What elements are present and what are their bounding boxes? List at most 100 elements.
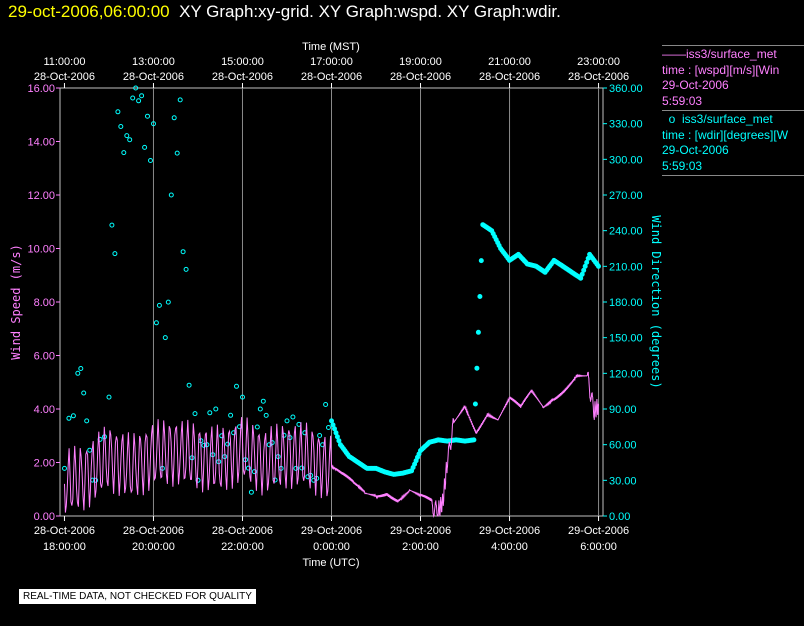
wdir-point	[145, 113, 150, 119]
title-date: 29-oct-2006,06:00:00	[8, 2, 170, 21]
wdir-point	[66, 415, 72, 421]
right-tick-label: 0.00	[609, 511, 630, 523]
right-tick-label: 150.00	[609, 333, 643, 345]
bottom-tick-date: 28-Oct-2006	[123, 525, 184, 537]
wdir-point	[127, 137, 133, 143]
top-tick-date: 28-Oct-2006	[390, 71, 451, 83]
wdir-point	[263, 412, 269, 418]
wdir-point	[332, 426, 337, 432]
bottom-tick-time: 2:00:00	[402, 541, 439, 553]
left-tick-label: 6.00	[34, 351, 55, 363]
bottom-axis-label: Time (UTC)	[302, 557, 359, 569]
wdir-point	[333, 430, 339, 436]
wdir-point	[290, 414, 296, 420]
legend-divider	[662, 110, 804, 111]
wdir-point	[130, 95, 136, 101]
legend-series2-name: o iss3/surface_met	[662, 112, 773, 126]
wdir-point	[207, 410, 213, 416]
wdir-point	[475, 329, 481, 335]
wdir-point	[225, 441, 231, 447]
top-tick-time: 15:00:00	[221, 56, 264, 68]
top-tick-date: 28-Oct-2006	[212, 71, 273, 83]
wdir-point	[112, 251, 118, 257]
legend-series2-date: 29-Oct-2006	[662, 143, 729, 157]
wdir-point	[248, 489, 254, 495]
top-tick-date: 28-Oct-2006	[479, 71, 540, 83]
wind-speed-line	[64, 371, 599, 518]
wdir-point	[174, 150, 180, 156]
wdir-point	[584, 259, 590, 265]
legend-series1-desc: time : [wspd][m/s][Win	[662, 62, 780, 77]
wdir-point	[334, 434, 340, 440]
left-tick-label: 12.00	[27, 190, 55, 202]
wdir-point	[81, 390, 87, 396]
wdir-point	[162, 335, 168, 341]
wdir-point	[84, 418, 90, 424]
wind-direction-axis: 0.00 30.00 60.00 90.00 120.00 150.00 180.00 210…	[603, 83, 643, 523]
bottom-time-axis: 28-Oct-2006 18:00:00 28-Oct-2006 20:00:00 28…	[34, 516, 629, 553]
wdir-point	[472, 401, 478, 407]
right-tick-label: 330.00	[609, 119, 643, 131]
wdir-point	[139, 93, 145, 99]
wdir-point	[254, 424, 260, 430]
wdir-point	[474, 365, 480, 371]
wdir-point	[582, 263, 588, 269]
bottom-tick-time: 20:00:00	[132, 541, 175, 553]
wdir-point	[70, 413, 76, 419]
wdir-point	[148, 158, 153, 163]
wdir-point	[121, 150, 127, 156]
left-axis-label: Wind Speed (m/s)	[9, 244, 23, 360]
wdir-point	[478, 258, 484, 264]
top-tick-date: 28-Oct-2006	[301, 71, 362, 83]
right-tick-label: 120.00	[609, 368, 643, 380]
top-time-axis: 11:00:00 28-Oct-2006 13:00:00 28-Oct-2006 15…	[34, 56, 629, 88]
wdir-point	[596, 263, 601, 269]
left-tick-label: 16.00	[27, 83, 55, 95]
top-tick-date: 28-Oct-2006	[123, 71, 184, 83]
right-tick-label: 300.00	[609, 154, 643, 166]
wdir-point	[192, 411, 198, 417]
right-axis-label: Wind Direction (degrees)	[649, 215, 663, 388]
wdir-point	[142, 144, 148, 150]
bottom-tick-time: 22:00:00	[221, 541, 264, 553]
left-tick-label: 2.00	[34, 458, 55, 470]
right-tick-label: 180.00	[609, 297, 643, 309]
bottom-tick-date: 28-Oct-2006	[212, 525, 273, 537]
wdir-point	[115, 109, 121, 115]
wdir-point	[136, 98, 142, 104]
wdir-point	[299, 465, 305, 471]
wdir-point	[581, 267, 587, 273]
right-tick-label: 210.00	[609, 261, 643, 273]
right-tick-label: 60.00	[609, 440, 637, 452]
legend-series2-desc: time : [wdir][degrees][W	[662, 127, 789, 142]
top-tick-time: 19:00:00	[399, 56, 442, 68]
wdir-point	[186, 382, 192, 388]
wdir-point	[124, 133, 130, 139]
wind-direction-series	[62, 85, 601, 495]
bottom-tick-time: 6:00:00	[580, 541, 617, 553]
wdir-point	[329, 418, 334, 424]
wdir-point	[477, 294, 483, 299]
right-tick-label: 360.00	[609, 83, 643, 95]
wdir-point	[336, 438, 342, 444]
wdir-point	[133, 85, 139, 91]
wdir-point	[213, 406, 219, 412]
wdir-point	[109, 222, 115, 228]
wdir-point	[578, 275, 584, 281]
quality-disclaimer: REAL-TIME DATA, NOT CHECKED FOR QUALITY	[19, 589, 256, 604]
right-tick-label: 90.00	[609, 404, 637, 416]
bottom-tick-date: 29-Oct-2006	[390, 525, 451, 537]
wdir-point	[471, 437, 477, 443]
bottom-tick-date: 29-Oct-2006	[301, 525, 362, 537]
legend-series1-name: ——iss3/surface_met	[662, 47, 777, 61]
wdir-point	[118, 124, 124, 129]
wdir-point	[326, 425, 331, 430]
bottom-tick-time: 4:00:00	[491, 541, 528, 553]
wdir-point	[87, 447, 93, 453]
wdir-point	[153, 320, 159, 326]
wdir-point	[234, 383, 239, 389]
wdir-point	[180, 249, 186, 255]
wdir-point	[240, 394, 245, 400]
top-tick-date: 28-Oct-2006	[568, 71, 629, 83]
bottom-tick-time: 0:00:00	[313, 541, 350, 553]
